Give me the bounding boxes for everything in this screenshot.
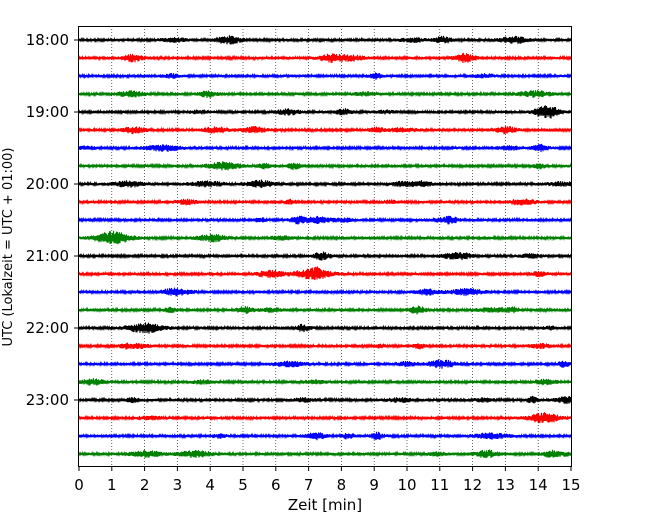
seismic-trace — [78, 215, 572, 225]
x-tick-label: 0 — [74, 476, 84, 494]
seismic-trace — [78, 105, 572, 119]
seismic-trace — [78, 287, 572, 297]
x-tick-label: 13 — [496, 476, 515, 494]
y-tick-label: 20:00 — [26, 175, 69, 193]
grid-lines — [111, 26, 539, 466]
seismic-trace — [78, 378, 572, 386]
seismic-trace — [78, 412, 572, 424]
y-axis-label: UTC (Lokalzeit = UTC + 01:00) — [1, 148, 16, 347]
y-tick-label: 22:00 — [26, 319, 69, 337]
seismic-trace — [78, 251, 572, 261]
x-axis-ticks: 0 1 2 3 4 5 6 7 8 9 10 11 12 13 14 15 — [74, 466, 581, 494]
x-tick-label: 10 — [397, 476, 416, 494]
plot-frame — [78, 26, 572, 467]
y-tick-label: 18:00 — [26, 31, 69, 49]
seismic-trace — [78, 90, 572, 98]
y-tick-label: 19:00 — [26, 103, 69, 121]
x-tick-label: 5 — [238, 476, 248, 494]
x-tick-label: 9 — [369, 476, 379, 494]
seismic-trace — [78, 266, 572, 281]
x-tick-label: 15 — [561, 476, 580, 494]
y-axis-ticks: 18:00 19:00 20:00 21:00 22:00 23:00 — [26, 31, 79, 409]
x-axis-label: Zeit [min] — [288, 496, 362, 514]
x-tick-label: 14 — [529, 476, 548, 494]
seismic-trace — [78, 198, 572, 206]
x-tick-label: 4 — [205, 476, 215, 494]
seismic-trace — [78, 359, 572, 369]
x-tick-label: 2 — [140, 476, 150, 494]
seismic-trace — [78, 72, 572, 80]
x-tick-label: 1 — [107, 476, 117, 494]
seismic-trace — [78, 395, 572, 405]
seismic-trace — [78, 322, 572, 334]
seismic-trace — [78, 449, 572, 459]
x-tick-label: 11 — [430, 476, 449, 494]
x-tick-label: 8 — [337, 476, 347, 494]
seismic-trace — [78, 305, 572, 315]
seismic-trace — [78, 52, 572, 64]
seismic-trace — [78, 431, 572, 441]
seismic-trace — [78, 161, 572, 171]
seismic-traces — [78, 35, 572, 459]
y-tick-label: 23:00 — [26, 391, 69, 409]
x-tick-label: 6 — [271, 476, 281, 494]
seismic-trace — [78, 35, 572, 45]
x-tick-label: 7 — [304, 476, 314, 494]
seismic-trace — [78, 230, 572, 245]
seismic-trace — [78, 125, 572, 135]
seismic-trace — [78, 342, 572, 350]
seismic-trace — [78, 179, 572, 189]
x-tick-label: 12 — [463, 476, 482, 494]
seismic-trace — [78, 143, 572, 153]
x-tick-label: 3 — [173, 476, 183, 494]
y-tick-label: 21:00 — [26, 247, 69, 265]
